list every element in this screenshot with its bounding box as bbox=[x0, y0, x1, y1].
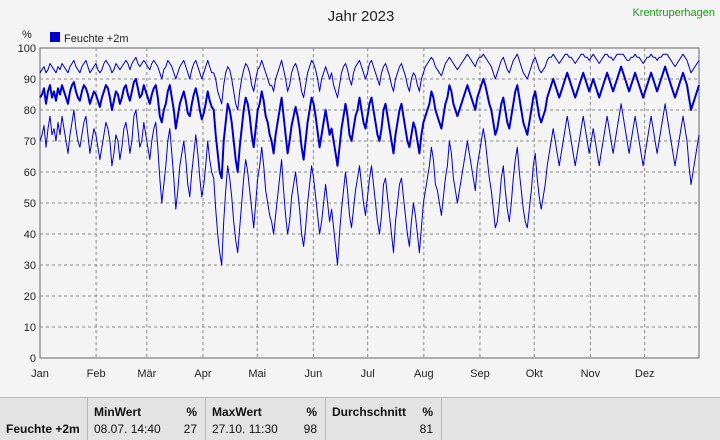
x-axis-ticks: Jan Feb Mär Apr Mai Jun Jul Aug Sep Okt Nov Dez bbox=[31, 368, 654, 380]
x-tick-label: Nov bbox=[581, 368, 601, 380]
x-tick-label: Jun bbox=[305, 368, 323, 380]
x-tick-label: Jul bbox=[361, 368, 375, 380]
y-tick-label: 30 bbox=[24, 260, 36, 272]
y-axis-ticks: 0 10 20 30 40 50 60 70 80 90 100 bbox=[18, 43, 36, 365]
stat-avg-value: 81 bbox=[419, 422, 433, 436]
stat-max-date: 27.10. 11:30 bbox=[212, 422, 278, 436]
x-tick-label: Feb bbox=[87, 368, 106, 380]
y-tick-label: 40 bbox=[24, 229, 36, 241]
legend-label: Feuchte +2m bbox=[64, 33, 129, 45]
series-line-mean bbox=[39, 65, 700, 180]
stat-min-cell: MinWert % 08.07. 14:40 27 bbox=[88, 398, 206, 440]
series-line-min bbox=[39, 103, 700, 266]
legend-swatch bbox=[50, 32, 60, 42]
grid bbox=[40, 48, 699, 358]
stats-row-label-cell: Feuchte +2m bbox=[0, 398, 88, 440]
x-tick-label: Sep bbox=[470, 368, 490, 380]
stat-max-unit: % bbox=[306, 405, 317, 419]
x-tick-label: Mär bbox=[137, 368, 156, 380]
stat-min-unit: % bbox=[186, 405, 197, 419]
station-name: Krentruperhagen bbox=[632, 7, 715, 19]
stat-min-date: 08.07. 14:40 bbox=[94, 422, 161, 436]
y-tick-label: 0 bbox=[30, 353, 36, 365]
y-tick-label: 70 bbox=[24, 136, 36, 148]
y-tick-label: 50 bbox=[24, 198, 36, 210]
y-tick-label: 90 bbox=[24, 74, 36, 86]
stat-max-value: 98 bbox=[303, 422, 317, 436]
x-tick-label: Dez bbox=[635, 368, 655, 380]
stat-avg-unit: % bbox=[422, 405, 433, 419]
x-tick-label: Okt bbox=[526, 368, 543, 380]
y-tick-label: 60 bbox=[24, 167, 36, 179]
stats-empty-cell bbox=[442, 398, 720, 440]
stat-max-label: MaxWert bbox=[212, 405, 262, 419]
stat-min-value: 27 bbox=[183, 422, 197, 436]
y-tick-label: 10 bbox=[24, 322, 36, 334]
stat-max-cell: MaxWert % 27.10. 11:30 98 bbox=[206, 398, 326, 440]
x-tick-label: Apr bbox=[194, 368, 211, 380]
y-axis-unit: % bbox=[22, 29, 32, 41]
y-tick-label: 80 bbox=[24, 105, 36, 117]
chart-title: Jahr 2023 bbox=[328, 8, 395, 25]
chart: Jahr 2023 Krentruperhagen % Feuchte +2m … bbox=[18, 7, 715, 380]
stat-avg-cell: Durchschnitt % 81 bbox=[326, 398, 442, 440]
x-tick-label: Aug bbox=[414, 368, 434, 380]
legend: Feuchte +2m bbox=[50, 32, 129, 45]
series-line-max bbox=[39, 53, 700, 111]
stat-avg-label: Durchschnitt bbox=[332, 405, 407, 419]
x-tick-label: Mai bbox=[248, 368, 266, 380]
y-tick-label: 100 bbox=[18, 43, 36, 55]
series-lines bbox=[39, 53, 700, 266]
x-tick-label: Jan bbox=[31, 368, 49, 380]
y-tick-label: 20 bbox=[24, 291, 36, 303]
stats-bar: Feuchte +2m MinWert % 08.07. 14:40 27 Ma… bbox=[0, 397, 720, 440]
stat-min-label: MinWert bbox=[94, 405, 142, 419]
stats-row-label: Feuchte +2m bbox=[6, 422, 80, 436]
